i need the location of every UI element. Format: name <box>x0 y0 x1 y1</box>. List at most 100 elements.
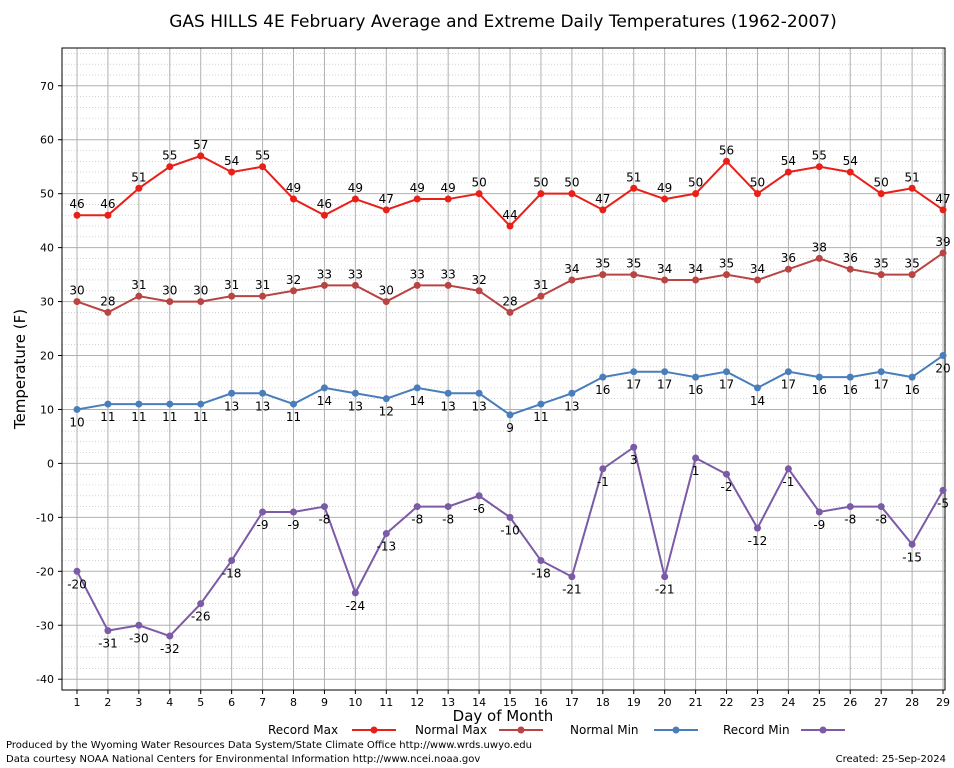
data-point <box>846 373 854 381</box>
data-label: 49 <box>348 181 363 195</box>
data-label: -26 <box>191 610 211 624</box>
data-point <box>73 567 81 575</box>
x-tick-label: 28 <box>905 696 919 709</box>
x-tick-label: 15 <box>503 696 517 709</box>
data-point <box>753 384 761 392</box>
data-point <box>568 573 576 581</box>
data-label: -6 <box>473 502 485 516</box>
data-label: 50 <box>750 176 765 190</box>
x-tick-label: 18 <box>596 696 610 709</box>
data-point <box>413 503 421 511</box>
data-point <box>166 163 174 171</box>
data-point <box>104 400 112 408</box>
x-tick-label: 10 <box>348 696 362 709</box>
x-tick-label: 23 <box>750 696 764 709</box>
data-label: 20 <box>935 362 950 376</box>
data-point <box>135 292 143 300</box>
data-label: -30 <box>129 631 149 645</box>
x-tick-label: 9 <box>321 696 328 709</box>
y-tick-label: 0 <box>47 457 54 470</box>
data-point <box>320 281 328 289</box>
y-tick-label: 30 <box>40 296 54 309</box>
x-tick-label: 27 <box>874 696 888 709</box>
data-point <box>939 249 947 257</box>
data-point <box>723 470 731 478</box>
data-label: 35 <box>904 257 919 271</box>
data-label: 30 <box>162 284 177 298</box>
data-point <box>661 368 669 376</box>
data-label: -18 <box>531 567 551 581</box>
data-point <box>568 389 576 397</box>
legend-label: Normal Min <box>570 723 639 737</box>
data-label: 12 <box>379 405 394 419</box>
data-point <box>877 368 885 376</box>
data-label: 14 <box>410 394 425 408</box>
chart-title: GAS HILLS 4E February Average and Extrem… <box>169 12 836 32</box>
series-record-min: -20-31 -30-32-26-18-9 -9 -8-24-13-8 -8-6-10-… <box>67 443 949 656</box>
created-date: Created: 25-Sep-2024 <box>836 754 946 765</box>
data-label: 30 <box>69 284 84 298</box>
y-axis-ticks: -40 -30 -20 -10 0 10 20 30 40 50 60 70 <box>36 80 62 686</box>
data-label: 16 <box>904 383 919 397</box>
legend-label: Record Min <box>723 723 790 737</box>
data-point <box>104 211 112 219</box>
x-tick-label: 1 <box>74 696 81 709</box>
data-point <box>939 206 947 214</box>
data-point <box>444 503 452 511</box>
x-tick-label: 20 <box>658 696 672 709</box>
data-point <box>475 287 483 295</box>
data-point <box>568 276 576 284</box>
y-tick-label: 60 <box>40 134 54 147</box>
data-label: 54 <box>781 154 796 168</box>
data-point <box>815 508 823 516</box>
data-label: 51 <box>904 170 919 184</box>
x-tick-label: 22 <box>720 696 734 709</box>
data-point <box>320 384 328 392</box>
data-label: -10 <box>500 523 520 537</box>
data-point <box>784 368 792 376</box>
data-label: 16 <box>812 383 827 397</box>
y-tick-label: 10 <box>40 403 54 416</box>
data-label: 31 <box>131 278 146 292</box>
legend-swatch-marker <box>672 726 680 734</box>
data-label: 51 <box>626 170 641 184</box>
data-point <box>537 557 545 565</box>
y-tick-label: 40 <box>40 242 54 255</box>
data-label: 17 <box>719 378 734 392</box>
data-label: 54 <box>224 154 239 168</box>
data-label: 13 <box>471 399 486 413</box>
data-label: 13 <box>255 399 270 413</box>
x-tick-label: 5 <box>197 696 204 709</box>
data-label: 31 <box>533 278 548 292</box>
data-label: 28 <box>100 294 115 308</box>
data-label: 44 <box>502 208 517 222</box>
data-label: 11 <box>193 410 208 424</box>
data-label: -2 <box>721 480 733 494</box>
data-point <box>73 298 81 306</box>
data-label: 50 <box>564 176 579 190</box>
data-point <box>166 298 174 306</box>
data-label: 13 <box>348 399 363 413</box>
data-label: -13 <box>376 540 396 554</box>
data-point <box>290 287 298 295</box>
data-point <box>382 298 390 306</box>
x-tick-label: 14 <box>472 696 486 709</box>
data-label: -15 <box>902 550 922 564</box>
data-point <box>73 211 81 219</box>
data-label: 35 <box>874 257 889 271</box>
data-point <box>537 292 545 300</box>
data-label: 56 <box>719 143 734 157</box>
x-tick-label: 24 <box>781 696 795 709</box>
data-point <box>599 465 607 473</box>
data-label: 33 <box>317 267 332 281</box>
data-point <box>908 271 916 279</box>
data-label: 32 <box>471 273 486 287</box>
data-label: 17 <box>626 378 641 392</box>
data-label: -31 <box>98 637 118 651</box>
data-point <box>599 271 607 279</box>
data-point <box>197 400 205 408</box>
data-label: -21 <box>655 583 675 597</box>
data-point <box>692 454 700 462</box>
data-label: 9 <box>506 421 514 435</box>
x-tick-label: 6 <box>228 696 235 709</box>
